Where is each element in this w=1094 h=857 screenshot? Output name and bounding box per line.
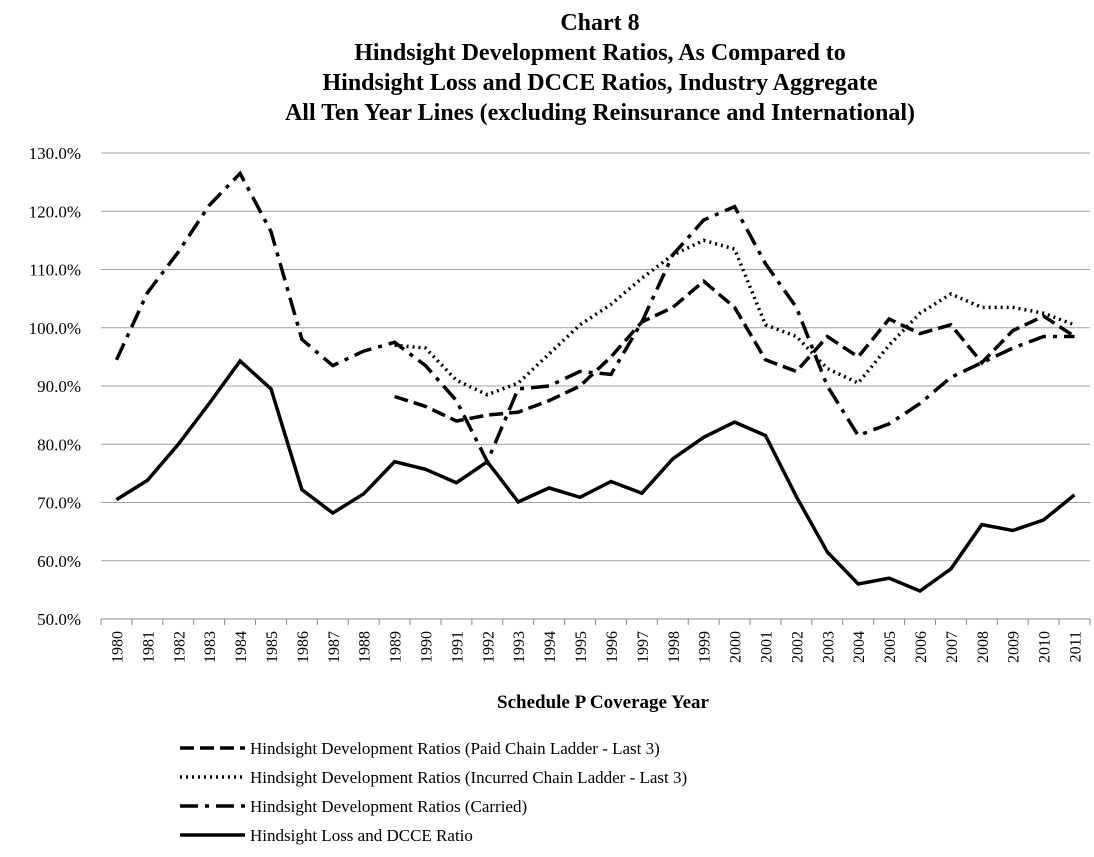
x-tick-label: 2003 (820, 631, 837, 663)
series-line (394, 238, 1076, 397)
x-tick-label: 1986 (295, 631, 312, 663)
x-tick-label: 2006 (913, 631, 930, 663)
x-tick-label: 1998 (666, 631, 683, 663)
x-tick-label: 1992 (480, 631, 497, 663)
y-tick-label: 70.0% (37, 494, 81, 513)
chart-title: Hindsight Loss and DCCE Ratios, Industry… (323, 70, 878, 96)
y-tick-label: 60.0% (37, 552, 81, 571)
x-tick-label: 2005 (882, 631, 899, 663)
x-tick-label: 1983 (202, 631, 219, 663)
x-tick-label: 2007 (944, 631, 961, 663)
x-tick-label: 1989 (388, 631, 405, 663)
x-tick-label: 1990 (419, 631, 436, 663)
y-tick-label: 90.0% (37, 377, 81, 396)
x-tick-label: 1981 (140, 631, 157, 663)
y-tick-label: 120.0% (29, 202, 81, 221)
chart-title: All Ten Year Lines (excluding Reinsuranc… (285, 100, 915, 126)
y-tick-label: 100.0% (29, 319, 81, 338)
x-tick-label: 1984 (233, 631, 250, 663)
legend-label: Hindsight Development Ratios (Paid Chain… (250, 739, 660, 758)
x-tick-label: 1985 (264, 631, 281, 663)
x-tick-label: 2000 (728, 631, 745, 663)
x-tick-label: 1987 (326, 631, 343, 663)
y-tick-label: 50.0% (37, 610, 81, 629)
legend-label: Hindsight Development Ratios (Carried) (250, 797, 527, 816)
x-tick-label: 1982 (171, 631, 188, 663)
x-tick-label: 2008 (975, 631, 992, 663)
x-tick-label: 1980 (109, 631, 126, 663)
x-axis-title: Schedule P Coverage Year (497, 692, 710, 713)
y-tick-label: 80.0% (37, 435, 81, 454)
x-tick-label: 2004 (851, 631, 868, 663)
y-tick-label: 110.0% (29, 261, 81, 280)
x-tick-label: 1997 (635, 631, 652, 663)
x-tick-label: 2002 (789, 631, 806, 663)
chart-title: Hindsight Development Ratios, As Compare… (354, 40, 846, 66)
x-tick-label: 2001 (758, 631, 775, 663)
legend-label: Hindsight Development Ratios (Incurred C… (250, 768, 687, 787)
x-tick-label: 1995 (573, 631, 590, 663)
x-tick-label: 2011 (1068, 631, 1085, 662)
x-tick-label: 1991 (449, 631, 466, 663)
series-line (114, 170, 1075, 466)
x-tick-label: 1988 (357, 631, 374, 663)
x-tick-label: 2009 (1006, 631, 1023, 663)
chart-title: Chart 8 (560, 10, 639, 36)
series-line (115, 358, 1076, 593)
y-tick-label: 130.0% (29, 144, 81, 163)
x-tick-label: 2010 (1037, 631, 1054, 663)
x-tick-label: 1999 (697, 631, 714, 663)
x-tick-label: 1996 (604, 631, 621, 663)
legend-label: Hindsight Loss and DCCE Ratio (250, 826, 473, 845)
x-tick-label: 1993 (511, 631, 528, 663)
x-tick-label: 1994 (542, 631, 559, 663)
series-line (394, 278, 1076, 423)
